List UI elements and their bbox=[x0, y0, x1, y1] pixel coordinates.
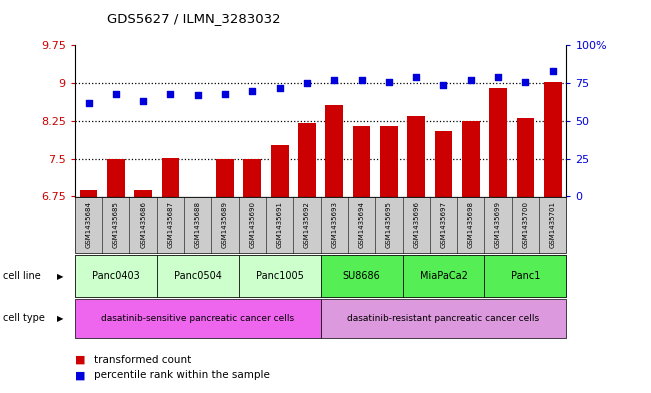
Point bbox=[275, 84, 285, 91]
Point bbox=[220, 90, 230, 97]
Text: Panc1: Panc1 bbox=[511, 271, 540, 281]
Text: percentile rank within the sample: percentile rank within the sample bbox=[94, 370, 270, 380]
Text: GSM1435699: GSM1435699 bbox=[495, 202, 501, 248]
Point bbox=[438, 81, 449, 88]
Text: GSM1435701: GSM1435701 bbox=[549, 202, 556, 248]
Text: GSM1435690: GSM1435690 bbox=[249, 202, 255, 248]
Point bbox=[356, 77, 367, 83]
Point bbox=[83, 99, 94, 106]
Bar bbox=[462, 121, 480, 196]
Text: GSM1435700: GSM1435700 bbox=[522, 202, 529, 248]
Text: GSM1435687: GSM1435687 bbox=[167, 202, 173, 248]
Bar bbox=[353, 126, 370, 196]
Point bbox=[520, 78, 531, 84]
Bar bbox=[298, 123, 316, 196]
Bar bbox=[243, 159, 261, 196]
Point bbox=[193, 92, 203, 98]
Text: ■: ■ bbox=[75, 354, 85, 365]
Point bbox=[329, 77, 339, 83]
Bar bbox=[134, 191, 152, 196]
Point bbox=[493, 74, 503, 80]
Text: GSM1435691: GSM1435691 bbox=[277, 202, 283, 248]
Text: Panc0504: Panc0504 bbox=[174, 271, 222, 281]
Point bbox=[302, 80, 312, 86]
Text: GSM1435688: GSM1435688 bbox=[195, 202, 201, 248]
Bar bbox=[435, 131, 452, 196]
Bar bbox=[107, 159, 125, 196]
Text: Panc1005: Panc1005 bbox=[256, 271, 303, 281]
Bar bbox=[216, 159, 234, 196]
Text: ■: ■ bbox=[75, 370, 85, 380]
Text: SU8686: SU8686 bbox=[342, 271, 380, 281]
Text: GSM1435684: GSM1435684 bbox=[85, 202, 92, 248]
Bar bbox=[490, 88, 507, 196]
Text: GSM1435693: GSM1435693 bbox=[331, 202, 337, 248]
Text: GSM1435694: GSM1435694 bbox=[359, 202, 365, 248]
Point bbox=[138, 98, 148, 104]
Text: cell line: cell line bbox=[3, 271, 41, 281]
Bar bbox=[408, 116, 425, 196]
Text: GSM1435689: GSM1435689 bbox=[222, 202, 228, 248]
Text: MiaPaCa2: MiaPaCa2 bbox=[419, 271, 467, 281]
Text: GDS5627 / ILMN_3283032: GDS5627 / ILMN_3283032 bbox=[107, 12, 281, 25]
Text: GSM1435697: GSM1435697 bbox=[441, 202, 447, 248]
Text: transformed count: transformed count bbox=[94, 354, 191, 365]
Text: GSM1435698: GSM1435698 bbox=[468, 202, 474, 248]
Text: GSM1435696: GSM1435696 bbox=[413, 202, 419, 248]
Text: GSM1435685: GSM1435685 bbox=[113, 202, 119, 248]
Bar bbox=[271, 145, 288, 196]
Text: dasatinib-resistant pancreatic cancer cells: dasatinib-resistant pancreatic cancer ce… bbox=[348, 314, 540, 323]
Point bbox=[247, 87, 258, 94]
Point bbox=[465, 77, 476, 83]
Bar bbox=[189, 196, 206, 200]
Text: ▶: ▶ bbox=[57, 272, 64, 281]
Text: ▶: ▶ bbox=[57, 314, 64, 323]
Bar bbox=[161, 158, 179, 196]
Text: GSM1435686: GSM1435686 bbox=[140, 202, 146, 248]
Bar bbox=[516, 118, 534, 196]
Bar bbox=[326, 105, 343, 196]
Text: cell type: cell type bbox=[3, 313, 45, 323]
Point bbox=[383, 78, 394, 84]
Point bbox=[547, 68, 558, 74]
Text: GSM1435692: GSM1435692 bbox=[304, 202, 310, 248]
Bar bbox=[79, 190, 98, 196]
Text: GSM1435695: GSM1435695 bbox=[386, 202, 392, 248]
Point bbox=[165, 90, 176, 97]
Text: dasatinib-sensitive pancreatic cancer cells: dasatinib-sensitive pancreatic cancer ce… bbox=[101, 314, 294, 323]
Bar bbox=[544, 82, 562, 196]
Point bbox=[111, 90, 121, 97]
Point bbox=[411, 74, 421, 80]
Text: Panc0403: Panc0403 bbox=[92, 271, 140, 281]
Bar bbox=[380, 126, 398, 196]
